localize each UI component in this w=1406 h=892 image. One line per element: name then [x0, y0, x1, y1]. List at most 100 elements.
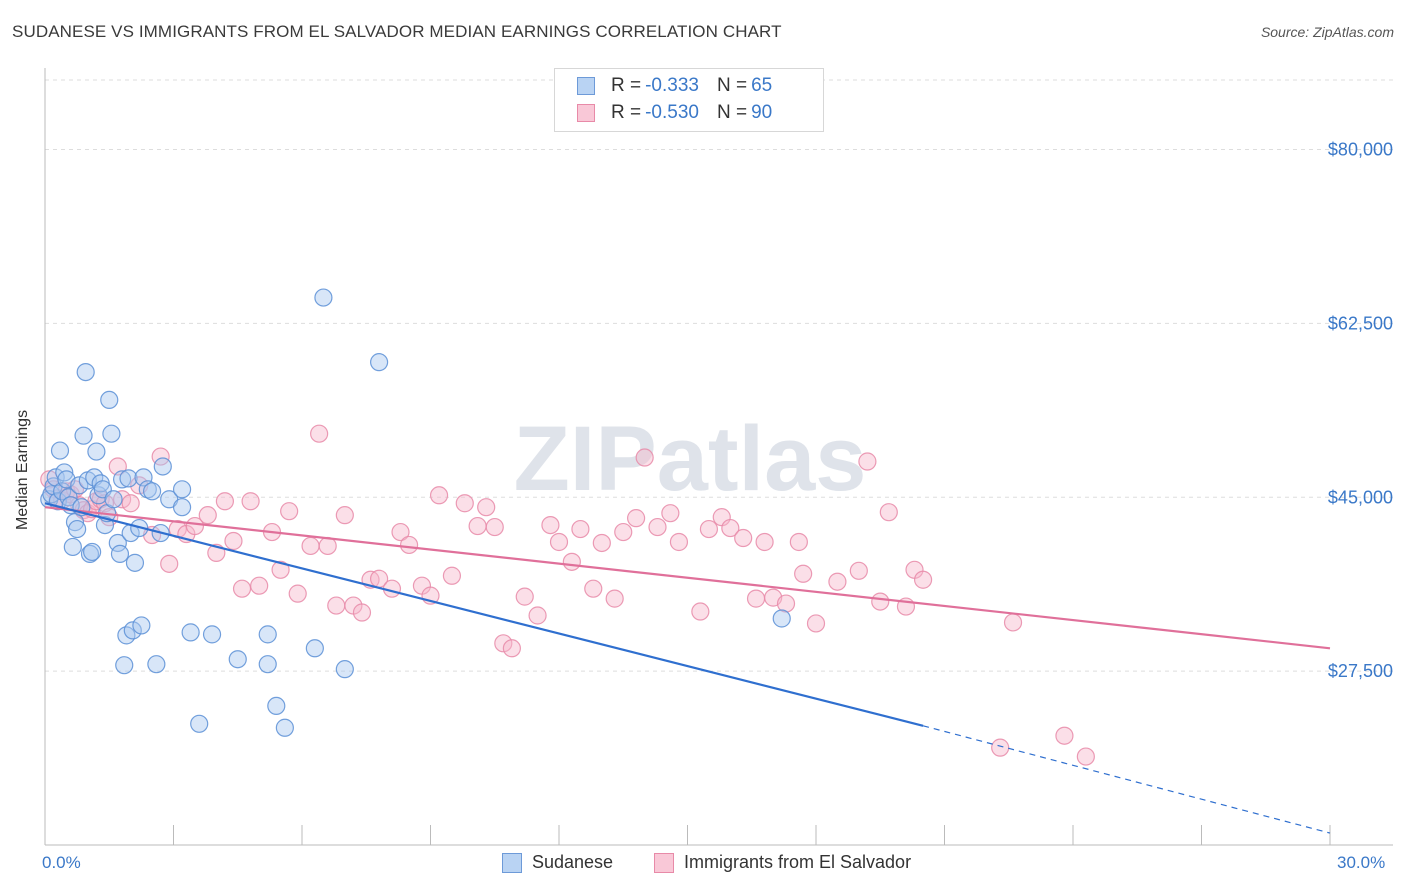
data-point [280, 502, 299, 521]
data-point [108, 533, 127, 553]
bottom-legend-swatch-blue [502, 852, 522, 873]
data-point [241, 492, 260, 511]
bottom-legend-el-salvador: Immigrants from El Salvador [654, 852, 911, 873]
x-tick-label-min: 0.0% [42, 853, 81, 872]
data-point [55, 463, 74, 482]
trend-line-sudanese-extrapolated [922, 725, 1331, 834]
data-point [1076, 747, 1095, 766]
data-point [399, 535, 419, 555]
legend-swatch-blue [577, 77, 595, 95]
legend-r-value: -0.530 [645, 102, 699, 123]
data-point [991, 738, 1010, 757]
data-point [327, 596, 346, 615]
data-point [104, 490, 123, 509]
data-point [455, 494, 474, 513]
y-tick-labels: $27,500 $45,000 $62,500 $80,000 [1328, 140, 1393, 682]
data-point [858, 452, 877, 471]
data-point [335, 506, 354, 525]
data-point [142, 482, 162, 501]
data-point [87, 442, 106, 461]
data-point [250, 576, 269, 595]
legend-n-value: 90 [751, 102, 773, 123]
data-point [100, 390, 119, 410]
data-point [123, 621, 142, 640]
data-point [134, 468, 153, 487]
legend-n-label: N = [716, 75, 748, 96]
x-tick-label-max: 30.0% [1337, 853, 1386, 872]
data-point [352, 603, 372, 622]
trend-lines [44, 502, 1331, 834]
data-point [153, 457, 172, 476]
legend-row-sudanese: R = -0.333 N = 65 [577, 74, 776, 98]
data-point [477, 498, 496, 517]
data-point [746, 589, 766, 608]
data-point [125, 553, 145, 572]
data-point [110, 544, 130, 564]
data-point [699, 519, 719, 539]
data-point [228, 650, 247, 669]
data-point [301, 536, 320, 556]
data-point [190, 714, 209, 733]
data-point [772, 609, 791, 628]
data-point [734, 528, 753, 548]
data-point [181, 623, 200, 642]
data-point [549, 532, 569, 552]
data-point [50, 441, 70, 460]
data-point [828, 572, 847, 591]
data-point [571, 519, 590, 539]
y-tick-label: $80,000 [1328, 140, 1393, 160]
legend-r-label: R = [611, 102, 642, 123]
data-point [70, 476, 89, 495]
data-point [721, 518, 740, 538]
legend-r-value: -0.333 [645, 75, 699, 96]
data-point [119, 469, 138, 488]
data-point [271, 560, 290, 579]
data-point [755, 532, 774, 552]
data-point [429, 486, 449, 505]
bottom-legend-label: Sudanese [532, 852, 614, 872]
data-point [502, 639, 521, 658]
source-label: Source: ZipAtlas.com [1260, 24, 1394, 40]
bottom-legend-label: Immigrants from El Salvador [684, 852, 912, 872]
sudanese-points [40, 288, 791, 737]
legend-n-label: N = [716, 102, 748, 123]
y-tick-label: $27,500 [1328, 661, 1393, 681]
data-point [468, 516, 487, 536]
data-point [172, 498, 192, 517]
data-point [626, 509, 646, 528]
data-point [391, 522, 410, 542]
legend-n-value: 65 [751, 75, 773, 96]
data-point [267, 696, 286, 716]
data-point [494, 634, 513, 653]
data-point [541, 515, 560, 535]
data-point [232, 579, 252, 598]
data-point [68, 519, 87, 539]
legend-row-el-salvador: R = -0.530 N = 90 [577, 101, 776, 125]
chart-title: SUDANESE VS IMMIGRANTS FROM EL SALVADOR … [12, 22, 782, 41]
data-point [1055, 726, 1074, 745]
data-point [849, 561, 868, 580]
data-point [871, 592, 890, 611]
data-point [185, 516, 205, 536]
data-point [112, 470, 132, 489]
data-point [789, 532, 808, 552]
data-point [147, 655, 166, 674]
data-point [198, 506, 217, 525]
x-ticks [173, 825, 1331, 845]
data-point [258, 625, 277, 644]
data-point [691, 602, 710, 621]
trend-line-el-salvador [44, 506, 1331, 650]
data-point [310, 424, 329, 443]
data-point [370, 353, 389, 372]
data-point [215, 492, 234, 511]
data-point [172, 480, 192, 499]
y-axis-label: Median Earnings [14, 409, 31, 530]
data-point [76, 362, 95, 382]
legend-r-label: R = [611, 75, 642, 96]
trend-line-sudanese [44, 502, 924, 727]
data-point [202, 625, 222, 644]
data-point [335, 660, 354, 679]
data-point [442, 566, 462, 585]
bottom-legend-sudanese: Sudanese [502, 852, 613, 873]
